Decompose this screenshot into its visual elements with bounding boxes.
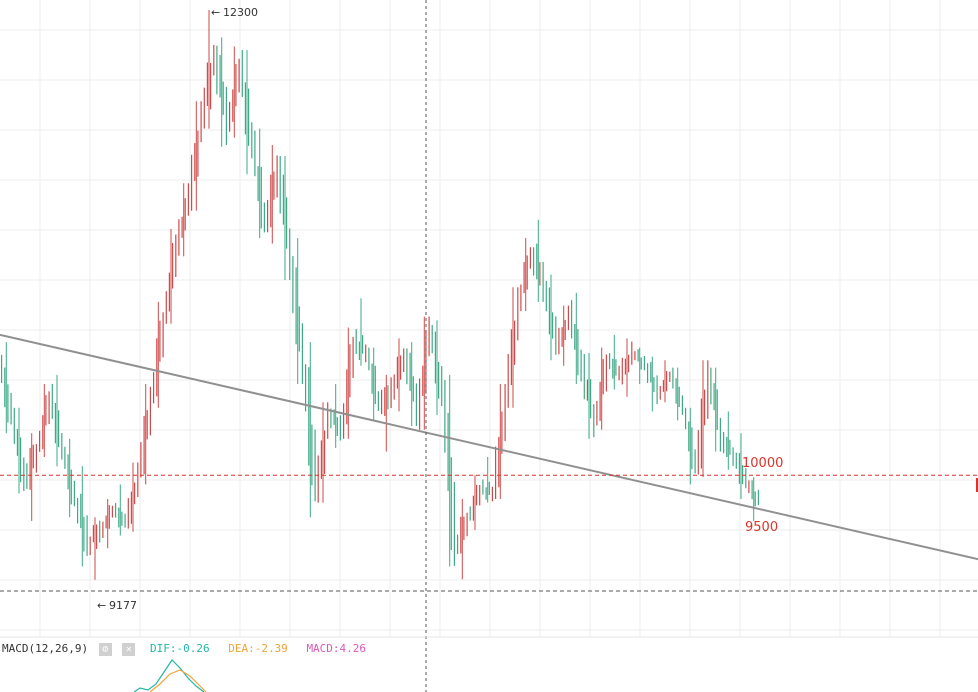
right-edge-marker: [976, 478, 978, 492]
dea-line: [149, 669, 207, 692]
low-label: 9177: [109, 599, 137, 612]
macd-value: MACD:4.26: [306, 642, 367, 655]
macd-legend: MACD(12,26,9) ⚙ ✕ DIF:-0.26 DEA:-2.39 MA…: [0, 640, 400, 658]
dif-value: DIF:-0.26: [149, 642, 210, 655]
high-annotation: ← 12300: [211, 6, 258, 19]
dif-line: [133, 659, 205, 692]
candles-layer: [1, 10, 760, 580]
level-label-10000: 10000: [742, 456, 783, 471]
high-label: 12300: [223, 6, 258, 19]
grid-lines: [0, 0, 978, 637]
macd-lines: [133, 659, 207, 692]
close-icon[interactable]: ✕: [122, 642, 136, 656]
high-arrow-icon: ←: [211, 6, 220, 19]
low-annotation: ← 9177: [97, 599, 137, 612]
low-arrow-icon: ←: [97, 599, 106, 612]
level-label-9500: 9500: [745, 520, 778, 535]
trendline[interactable]: [0, 333, 978, 561]
macd-indicator-name: MACD(12,26,9): [2, 642, 89, 655]
gear-icon[interactable]: ⚙: [98, 642, 112, 656]
dea-value: DEA:-2.39: [228, 642, 288, 655]
